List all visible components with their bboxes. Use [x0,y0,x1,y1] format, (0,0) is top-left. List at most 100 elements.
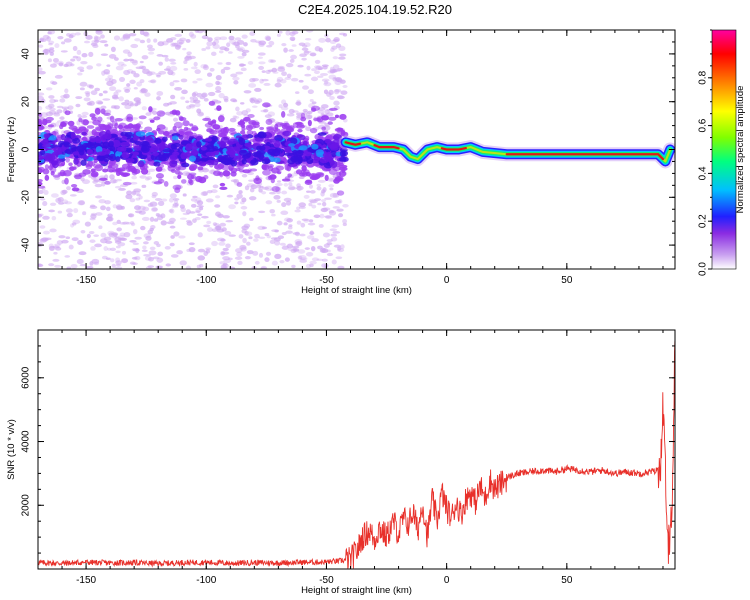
noise-speck [327,177,335,182]
noise-speck [306,65,311,71]
noise-speck [249,97,254,103]
noise-speck [170,235,175,239]
noise-speck [118,96,124,102]
noise-speck [309,260,317,265]
noise-speck [258,210,266,214]
noise-blob [321,126,326,131]
noise-core [261,158,271,165]
noise-speck [219,222,227,227]
noise-blob [69,166,75,172]
noise-speck [110,247,117,252]
noise-speck [332,76,337,82]
y-tick-label: 6000 [21,366,32,389]
noise-speck [53,112,60,115]
noise-speck [321,189,326,194]
signal-peak [344,141,362,146]
noise-blob [59,169,66,177]
noise-core [153,161,161,167]
noise-blob [156,124,166,131]
y-axis-label: Frequency (Hz) [6,117,17,182]
noise-speck [222,262,228,266]
noise-blob [116,168,124,173]
noise-speck [254,233,260,239]
noise-speck [192,80,198,84]
noise-speck [79,69,85,72]
x-tick-label: -50 [319,575,334,586]
noise-speck [169,65,178,71]
noise-core [72,151,81,156]
noise-speck [156,91,164,96]
noise-core [86,149,94,155]
snr-panel: -150 -100 -50 0 50 2000 4000 6000 Height of stra… [6,329,676,596]
x-axis-label: Height of straight line (km) [301,285,412,296]
noise-blob [214,164,223,170]
noise-speck [134,38,141,42]
noise-speck [54,74,63,79]
noise-speck [53,251,58,255]
noise-speck [328,74,337,80]
noise-speck [243,42,248,47]
noise-speck [166,102,173,106]
colorbar-tick-label: 0.8 [698,70,709,84]
noise-speck [322,207,331,211]
noise-speck [278,30,283,34]
noise-speck [261,70,266,73]
noise-speck [321,201,327,207]
noise-speck [250,38,257,43]
noise-speck [56,105,64,109]
noise-speck [38,190,44,195]
noise-blob [99,177,108,181]
noise-blob [86,125,95,129]
bottom-plot-frame [37,329,676,570]
noise-speck [133,103,138,107]
noise-speck [65,208,73,213]
noise-blob [321,115,330,121]
noise-speck [270,237,278,240]
noise-speck [131,60,138,66]
noise-speck [281,245,289,250]
noise-speck [238,190,243,195]
noise-blob [333,178,340,184]
noise-speck [93,261,100,266]
noise-blob [94,164,104,172]
noise-core [65,148,74,155]
noise-speck [38,263,44,267]
noise-speck [173,175,178,180]
noise-speck [189,103,196,109]
noise-speck [340,244,345,250]
noise-blob [38,179,43,183]
noise-speck [228,35,235,41]
noise-speck [328,89,334,96]
noise-speck [233,80,239,85]
noise-speck [81,52,88,58]
noise-speck [103,246,108,251]
noise-core [317,132,327,136]
noise-blob [284,176,290,181]
noise-blob [230,171,237,177]
noise-speck [320,72,329,76]
noise-speck [76,56,82,62]
noise-speck [294,239,303,245]
noise-speck [117,61,125,66]
noise-core [43,152,52,160]
noise-speck [328,184,335,188]
noise-blob [249,168,258,172]
noise-speck [165,263,171,267]
noise-speck [52,258,60,262]
noise-speck [166,38,174,43]
noise-speck [287,248,295,252]
noise-core [204,137,213,142]
noise-speck [86,65,94,70]
noise-blob [173,121,183,129]
noise-speck [253,238,259,242]
noise-blob [42,118,48,126]
noise-core [111,139,121,148]
noise-speck [49,47,55,50]
noise-speck [49,107,56,111]
noise-speck [143,199,151,203]
noise-speck [320,199,327,203]
noise-speck [126,221,131,225]
noise-speck [238,234,244,239]
noise-speck [145,235,152,241]
noise-speck [269,208,276,214]
